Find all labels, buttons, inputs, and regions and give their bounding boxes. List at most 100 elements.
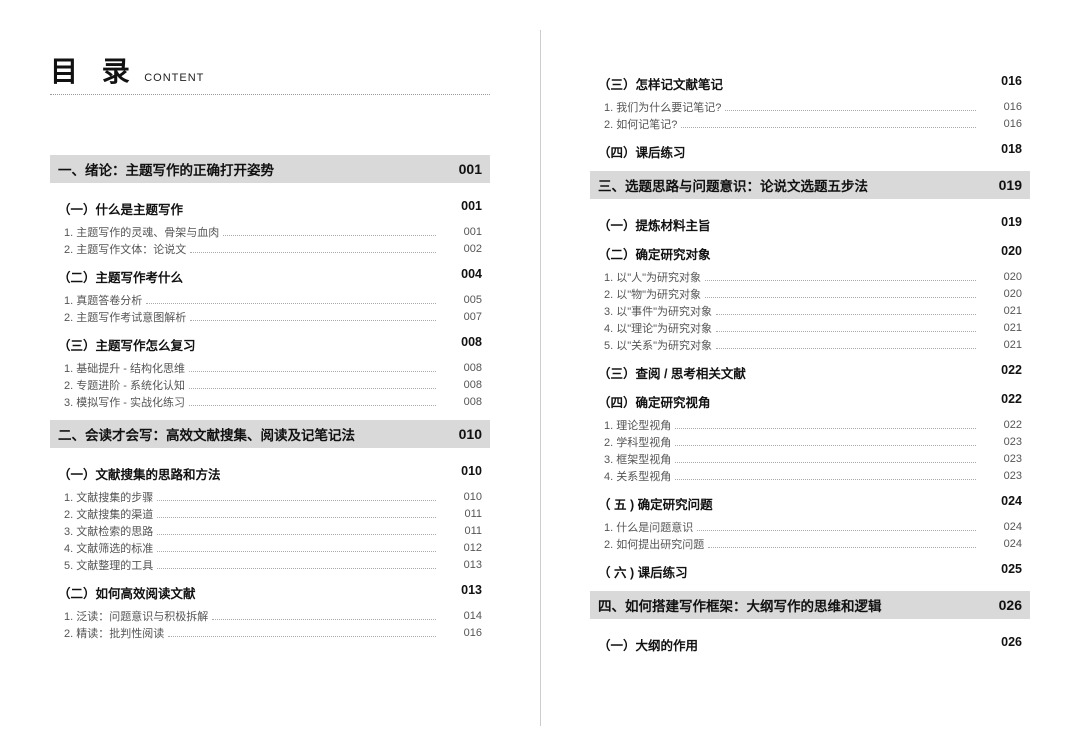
chapter-page: 026 (980, 597, 1030, 613)
item-row: 2. 学科型视角023 (590, 434, 1030, 450)
right-entries: （三）怎样记文献笔记0161. 我们为什么要记笔记?0162. 如何记笔记?01… (590, 74, 1030, 654)
item-row: 3. 模拟写作 - 实战化练习008 (50, 394, 490, 410)
item-leader (157, 544, 436, 552)
chapter-row: 四、如何搭建写作框架：大纲写作的思维和逻辑026 (590, 591, 1030, 619)
chapter-title: 四、如何搭建写作框架：大纲写作的思维和逻辑 (590, 595, 980, 615)
item-title: 1. 文献搜集的步骤 (50, 489, 153, 505)
item-page: 005 (440, 294, 490, 306)
section-page: 022 (980, 363, 1030, 382)
section-title: （ 六 ) 课后练习 (590, 562, 980, 581)
section-page: 008 (440, 335, 490, 354)
item-page: 002 (440, 243, 490, 255)
item-page: 016 (980, 118, 1030, 130)
item-leader (157, 510, 436, 518)
item-title: 4. 关系型视角 (590, 468, 671, 484)
section-title: （ 五 ) 确定研究问题 (590, 494, 980, 513)
chapter-row: 二、会读才会写：高效文献搜集、阅读及记笔记法010 (50, 420, 490, 448)
item-leader (223, 228, 436, 236)
item-page: 010 (440, 491, 490, 503)
item-title: 5. 文献整理的工具 (50, 557, 153, 573)
item-row: 4. 关系型视角 023 (590, 468, 1030, 484)
item-title: 4. 文献筛选的标准 (50, 540, 153, 556)
item-title: 2. 以"物"为研究对象 (590, 286, 701, 302)
item-page: 021 (980, 339, 1030, 351)
item-leader (675, 421, 976, 429)
item-title: 2. 文献搜集的渠道 (50, 506, 153, 522)
item-page: 021 (980, 305, 1030, 317)
item-page: 011 (440, 508, 490, 520)
item-page: 014 (440, 610, 490, 622)
item-leader (212, 612, 436, 620)
chapter-page: 010 (440, 426, 490, 442)
item-row: 1. 我们为什么要记笔记?016 (590, 99, 1030, 115)
section-title: （四）课后练习 (590, 142, 980, 161)
item-leader (189, 364, 436, 372)
item-row: 3. 以"事件"为研究对象 021 (590, 303, 1030, 319)
item-page: 023 (980, 470, 1030, 482)
section-title: （二）主题写作考什么 (50, 267, 440, 286)
item-page: 021 (980, 322, 1030, 334)
item-leader (157, 527, 436, 535)
item-row: 2. 主题写作文体：论说文 002 (50, 241, 490, 257)
item-page: 023 (980, 436, 1030, 448)
item-row: 2. 以"物"为研究对象 020 (590, 286, 1030, 302)
item-title: 3. 以"事件"为研究对象 (590, 303, 712, 319)
item-row: 5. 文献整理的工具013 (50, 557, 490, 573)
item-row: 1. 以"人"为研究对象 020 (590, 269, 1030, 285)
item-title: 2. 主题写作考试意图解析 (50, 309, 186, 325)
item-leader (157, 493, 436, 501)
item-title: 1. 主题写作的灵魂、骨架与血肉 (50, 224, 219, 240)
item-row: 4. 以"理论"为研究对象021 (590, 320, 1030, 336)
item-row: 3. 框架型视角023 (590, 451, 1030, 467)
item-title: 1. 什么是问题意识 (590, 519, 693, 535)
chapter-title: 三、选题思路与问题意识：论说文选题五步法 (590, 175, 980, 195)
section-row: （四）课后练习018 (590, 142, 1030, 161)
header-cn: 目 录 (50, 50, 138, 90)
section-row: （ 六 ) 课后练习025 (590, 562, 1030, 581)
item-title: 3. 框架型视角 (590, 451, 671, 467)
item-title: 1. 以"人"为研究对象 (590, 269, 701, 285)
item-leader (168, 629, 436, 637)
item-row: 1. 真题答卷分析005 (50, 292, 490, 308)
item-leader (189, 398, 436, 406)
section-page: 019 (980, 215, 1030, 234)
item-title: 1. 我们为什么要记笔记? (590, 99, 721, 115)
section-page: 010 (440, 464, 490, 483)
item-row: 2. 专题进阶 - 系统化认知008 (50, 377, 490, 393)
item-title: 2. 主题写作文体：论说文 (50, 241, 186, 257)
header-en: CONTENT (144, 72, 204, 84)
item-row: 2. 主题写作考试意图解析007 (50, 309, 490, 325)
section-title: （一）大纲的作用 (590, 635, 980, 654)
section-row: （一）提炼材料主旨019 (590, 215, 1030, 234)
item-page: 008 (440, 396, 490, 408)
item-row: 1. 基础提升 - 结构化思维008 (50, 360, 490, 376)
section-title: （三）怎样记文献笔记 (590, 74, 980, 93)
item-page: 016 (440, 627, 490, 639)
right-top-pad (590, 50, 1030, 64)
section-row: （二）如何高效阅读文献013 (50, 583, 490, 602)
item-title: 5. 以"关系"为研究对象 (590, 337, 712, 353)
item-page: 011 (440, 525, 490, 537)
item-leader (716, 307, 976, 315)
item-page: 008 (440, 379, 490, 391)
item-row: 2. 如何提出研究问题024 (590, 536, 1030, 552)
item-leader (716, 341, 976, 349)
item-leader (716, 324, 976, 332)
section-row: （一）文献搜集的思路和方法010 (50, 464, 490, 483)
item-page: 024 (980, 521, 1030, 533)
section-title: （三）主题写作怎么复习 (50, 335, 440, 354)
chapter-title: 一、绪论：主题写作的正确打开姿势 (50, 159, 440, 179)
item-page: 012 (440, 542, 490, 554)
item-page: 020 (980, 271, 1030, 283)
item-leader (675, 438, 976, 446)
section-row: （二）确定研究对象020 (590, 244, 1030, 263)
item-row: 3. 文献检索的思路 011 (50, 523, 490, 539)
item-title: 2. 精读：批判性阅读 (50, 625, 164, 641)
item-title: 3. 文献检索的思路 (50, 523, 153, 539)
chapter-row: 一、绪论：主题写作的正确打开姿势001 (50, 155, 490, 183)
item-leader (725, 103, 976, 111)
item-page: 020 (980, 288, 1030, 300)
section-row: （ 五 ) 确定研究问题024 (590, 494, 1030, 513)
header-dotline (50, 94, 490, 95)
item-leader (157, 561, 436, 569)
